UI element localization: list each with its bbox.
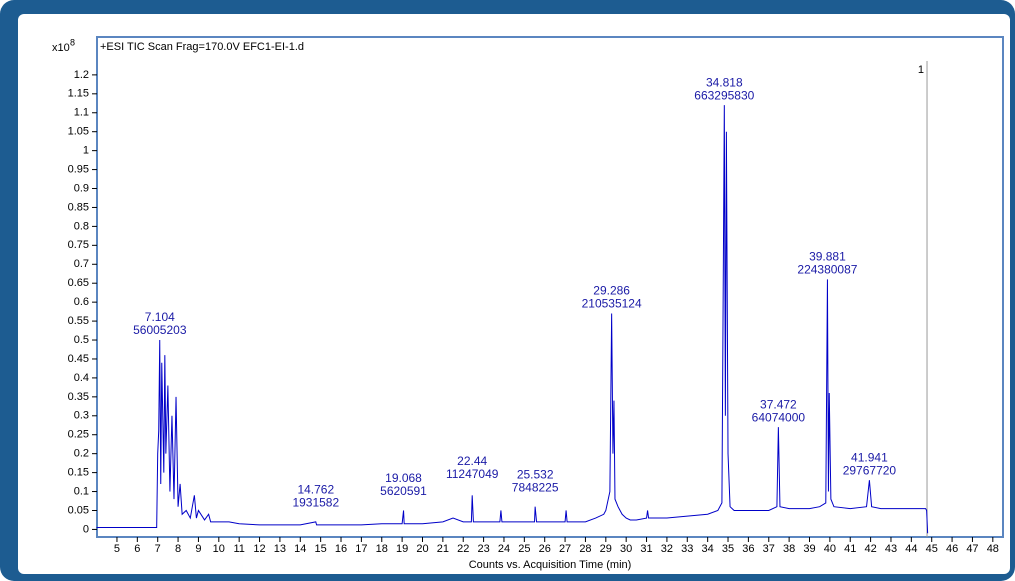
y-tick-label: 0.7 [74, 258, 89, 270]
peak-time: 14.762 [297, 483, 334, 497]
x-axis-label: Counts vs. Acquisition Time (min) [469, 559, 632, 571]
x-tick-label: 32 [661, 543, 673, 555]
x-tick-label: 11 [233, 543, 244, 555]
x-tick-label: 10 [213, 543, 225, 555]
peak-area: 5620591 [380, 484, 427, 498]
peak-area: 56005203 [133, 323, 187, 337]
trace [96, 105, 929, 534]
y-tick-label: 1.2 [74, 69, 89, 81]
peak-area: 29767720 [843, 463, 897, 477]
x-tick-label: 37 [763, 543, 775, 555]
y-tick-label: 0.75 [68, 239, 89, 251]
y-tick-label: 1 [83, 145, 89, 157]
peak-time: 7.104 [145, 310, 175, 324]
peak-time: 39.881 [809, 250, 846, 264]
x-tick-label: 8 [175, 543, 181, 555]
y-tick-label: 0.1 [74, 485, 89, 497]
peak-area: 11247049 [446, 467, 499, 481]
x-tick-label: 7 [155, 543, 161, 555]
y-tick-label: 0.05 [68, 504, 89, 516]
x-tick-label: 15 [315, 543, 327, 555]
y-tick-label: 0.15 [68, 467, 89, 479]
y-tick-label: 0.55 [68, 315, 89, 327]
x-tick-label: 18 [376, 543, 388, 555]
x-tick-label: 46 [946, 543, 958, 555]
y-tick-label: 0.4 [74, 372, 89, 384]
peak-time: 19.068 [385, 471, 422, 485]
y-tick-label: 0.8 [74, 220, 89, 232]
y-multiplier: x10 [52, 42, 70, 54]
y-tick-label: 0.9 [74, 182, 89, 194]
x-tick-label: 5 [114, 543, 120, 555]
x-tick-label: 25 [518, 543, 530, 555]
peak-area: 224380087 [797, 263, 857, 277]
x-tick-label: 39 [803, 543, 815, 555]
x-tick-label: 35 [722, 543, 734, 555]
x-tick-label: 22 [457, 543, 469, 555]
chart-title: +ESI TIC Scan Frag=170.0V EFC1-EI-1.d [100, 41, 304, 53]
x-tick-label: 16 [335, 543, 347, 555]
peak-time: 37.472 [760, 397, 797, 411]
x-tick-label: 31 [640, 543, 652, 555]
peak-time: 41.941 [851, 450, 888, 464]
y-tick-label: 0.6 [74, 296, 89, 308]
x-tick-label: 34 [702, 543, 714, 555]
x-tick-label: 14 [294, 543, 306, 555]
y-tick-label: 0.35 [68, 391, 89, 403]
x-tick-label: 17 [355, 543, 367, 555]
x-tick-label: 29 [600, 543, 612, 555]
peak-time: 22.44 [457, 454, 487, 468]
y-tick-label: 1.05 [68, 126, 89, 138]
x-tick-label: 38 [783, 543, 795, 555]
x-tick-label: 23 [477, 543, 489, 555]
y-tick-label: 0.3 [74, 410, 89, 422]
x-tick-label: 36 [742, 543, 754, 555]
cursor-label: 1 [918, 64, 924, 76]
x-tick-label: 19 [396, 543, 408, 555]
x-tick-label: 43 [885, 543, 897, 555]
peak-area: 210535124 [582, 297, 642, 311]
x-tick-label: 9 [195, 543, 201, 555]
x-tick-label: 28 [579, 543, 591, 555]
peak-time: 29.286 [593, 284, 630, 298]
y-tick-label: 1.15 [68, 88, 89, 100]
y-tick-label: 0.85 [68, 201, 89, 213]
x-tick-label: 40 [824, 543, 836, 555]
x-tick-label: 6 [134, 543, 140, 555]
x-tick-label: 42 [864, 543, 876, 555]
x-tick-label: 27 [559, 543, 571, 555]
peak-time: 25.532 [517, 467, 554, 481]
x-tick-label: 33 [681, 543, 693, 555]
y-tick-label: 0.45 [68, 353, 89, 365]
x-tick-label: 13 [274, 543, 286, 555]
y-tick-label: 0.5 [74, 334, 89, 346]
x-tick-label: 48 [987, 543, 999, 555]
y-tick-label: 0.25 [68, 429, 89, 441]
peak-area: 1931582 [292, 496, 339, 510]
x-tick-label: 45 [926, 543, 938, 555]
y-tick-label: 0.95 [68, 163, 89, 175]
peak-area: 64074000 [752, 410, 806, 424]
y-tick-label: 0 [83, 523, 89, 535]
y-exponent: 8 [70, 37, 75, 47]
y-tick-label: 0.2 [74, 448, 89, 460]
y-tick-label: 1.1 [74, 107, 89, 119]
x-tick-label: 41 [844, 543, 856, 555]
x-tick-label: 47 [966, 543, 978, 555]
y-tick-label: 0.65 [68, 277, 89, 289]
x-tick-label: 26 [539, 543, 551, 555]
peak-area: 7848225 [512, 480, 559, 494]
x-tick-label: 44 [905, 543, 917, 555]
peak-time: 34.818 [706, 75, 743, 89]
x-tick-label: 30 [620, 543, 632, 555]
x-tick-label: 24 [498, 543, 510, 555]
x-tick-label: 21 [437, 543, 449, 555]
plot-frame [96, 36, 1004, 538]
x-tick-label: 12 [253, 543, 265, 555]
x-tick-label: 20 [416, 543, 428, 555]
peak-area: 663295830 [694, 88, 754, 102]
